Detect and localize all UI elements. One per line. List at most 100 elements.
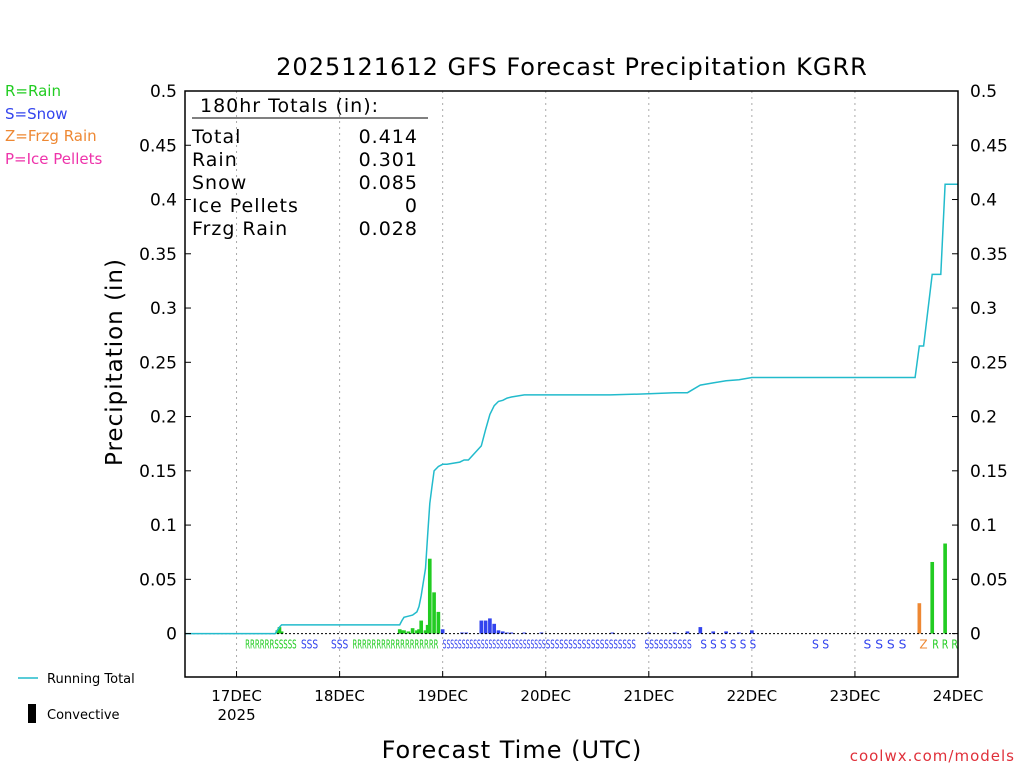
y-tick-label-right: 0.25 xyxy=(970,353,1008,373)
totals-row-value: 0.414 xyxy=(359,126,418,148)
y-tick-label-left: 0.4 xyxy=(150,191,177,211)
y-tick-label-left: 0.1 xyxy=(150,516,177,536)
x-tick-label: 23DEC xyxy=(830,687,881,705)
totals-row-label: Snow xyxy=(192,172,247,194)
precip-bar xyxy=(496,630,501,634)
plot-frame xyxy=(184,90,959,678)
precip-bar xyxy=(425,624,430,634)
x-tick-label: 19DEC xyxy=(417,687,468,705)
y-tick-label-left: 0 xyxy=(166,625,177,645)
running-total-line xyxy=(185,183,958,635)
y-tick-label-right: 0.1 xyxy=(970,516,997,536)
precip-bar xyxy=(483,620,488,634)
x-tick-label: 17DEC xyxy=(211,687,262,705)
precip-bar xyxy=(917,603,922,634)
y-axis-ticks: 0 0 0.05 0.05 0.1 0.1 0.15 0.15 0.2 0.2 0.25 0.25 0.… xyxy=(139,82,1008,645)
y-tick-label-right: 0.4 xyxy=(970,191,997,211)
precip-bar xyxy=(505,632,509,634)
x-tick-label: 24DEC xyxy=(933,687,984,705)
precip-bar xyxy=(397,629,402,634)
precip-type-marker: S S S S xyxy=(864,638,907,652)
precip-type-marker: SSS xyxy=(331,638,348,652)
convective-legend-label: Convective xyxy=(47,708,120,723)
precip-bar xyxy=(479,620,484,634)
totals-row-label: Ice Pellets xyxy=(192,195,299,217)
precip-bar xyxy=(415,630,419,634)
gridlines xyxy=(236,91,856,677)
source-credit: coolwx.com/models xyxy=(850,747,1015,765)
totals-header: 180hr Totals (in): xyxy=(200,95,379,117)
precip-bar xyxy=(419,620,424,634)
precip-type-marker: R R R xyxy=(932,638,958,652)
precip-type-marker: SSS xyxy=(301,638,318,652)
y-tick-label-left: 0.45 xyxy=(139,136,177,156)
precip-bar xyxy=(488,618,492,634)
y-axis-label: Precipitation (in) xyxy=(102,258,128,466)
totals-row-label: Rain xyxy=(192,149,238,171)
precip-type-marker: S S S S S S xyxy=(700,638,756,652)
precip-bar xyxy=(698,627,703,634)
precip-bar xyxy=(436,611,441,634)
x-tick-label: 21DEC xyxy=(624,687,675,705)
precip-bars xyxy=(275,543,947,634)
totals-row-value: 0.301 xyxy=(359,149,418,171)
precip-bar xyxy=(492,623,497,634)
precip-bar xyxy=(724,631,728,634)
type-legend: R=Rain S=Snow Z=Frzg Rain P=Ice Pellets xyxy=(5,82,102,168)
legend-frzg-rain-code: Z=Frzg Rain xyxy=(5,127,97,145)
y-tick-label-left: 0.25 xyxy=(139,353,177,373)
precip-bar xyxy=(406,631,411,634)
precip-type-marker: SSSSSSSSSSSSSSSSSSSSSSSSSSS xyxy=(443,638,546,652)
y-tick-label-left: 0.35 xyxy=(139,245,177,265)
y-tick-label-right: 0.3 xyxy=(970,299,997,319)
convective-swatch xyxy=(28,704,36,723)
y-tick-label-left: 0.2 xyxy=(150,408,177,428)
y-tick-label-right: 0.35 xyxy=(970,245,1008,265)
precip-type-marker: S S xyxy=(812,638,829,652)
y-tick-label-right: 0.2 xyxy=(970,408,997,428)
y-tick-label-right: 0.45 xyxy=(970,136,1008,156)
precip-bar xyxy=(943,543,947,634)
precip-bar xyxy=(423,630,428,634)
precip-type-marker: RRRRRRSSSSS xyxy=(245,638,297,652)
precip-bar xyxy=(440,629,445,634)
y-tick-label-right: 0.05 xyxy=(970,570,1008,590)
precip-type-marker: SSSSSSSSSS xyxy=(645,638,692,652)
totals-row-value: 0.028 xyxy=(359,218,418,240)
precip-bar xyxy=(539,632,544,634)
precip-bar xyxy=(737,632,741,634)
precip-bar xyxy=(522,632,527,634)
bottom-legend: Running Total Convective xyxy=(18,672,135,723)
precip-bar xyxy=(500,631,505,634)
totals-box: 180hr Totals (in): Total 0.414 Rain 0.30… xyxy=(191,95,428,240)
precip-type-markers: RRRRRRSSSSS SSS SSS RRRRRRRRRRRRRRRRRR SSSSS… xyxy=(245,638,958,652)
y-tick-label-right: 0.15 xyxy=(970,462,1008,482)
x-tick-label: 18DEC xyxy=(314,687,365,705)
y-tick-label-left: 0.15 xyxy=(139,462,177,482)
totals-row-value: 0.085 xyxy=(359,172,418,194)
x-tick-label: 22DEC xyxy=(727,687,778,705)
running-total-legend-label: Running Total xyxy=(47,672,135,687)
precip-bar xyxy=(417,629,421,634)
precip-bar xyxy=(685,631,690,634)
precip-bar xyxy=(279,631,284,634)
precip-bar xyxy=(610,632,615,634)
precip-bar xyxy=(672,632,677,634)
x-tick-sublabel: 2025 xyxy=(217,706,255,724)
precip-bar xyxy=(711,631,716,634)
chart-title: 2025121612 GFS Forecast Precipitation KG… xyxy=(276,53,868,81)
y-tick-label-left: 0.3 xyxy=(150,299,177,319)
precip-bar xyxy=(410,628,415,634)
x-tick-label: 20DEC xyxy=(520,687,571,705)
legend-snow-code: S=Snow xyxy=(5,105,68,123)
precip-bar xyxy=(646,632,651,634)
precip-type-marker: SSSSSSSSSSSSSSSSSSSS xyxy=(546,638,636,652)
precip-bar xyxy=(750,630,754,634)
y-tick-label-right: 0.5 xyxy=(970,82,997,102)
totals-row-label: Frzg Rain xyxy=(192,218,288,240)
legend-ice-pellets-code: P=Ice Pellets xyxy=(5,150,102,168)
precip-bar xyxy=(427,558,432,634)
y-tick-label-left: 0.5 xyxy=(150,82,177,102)
precip-bar xyxy=(432,592,436,634)
